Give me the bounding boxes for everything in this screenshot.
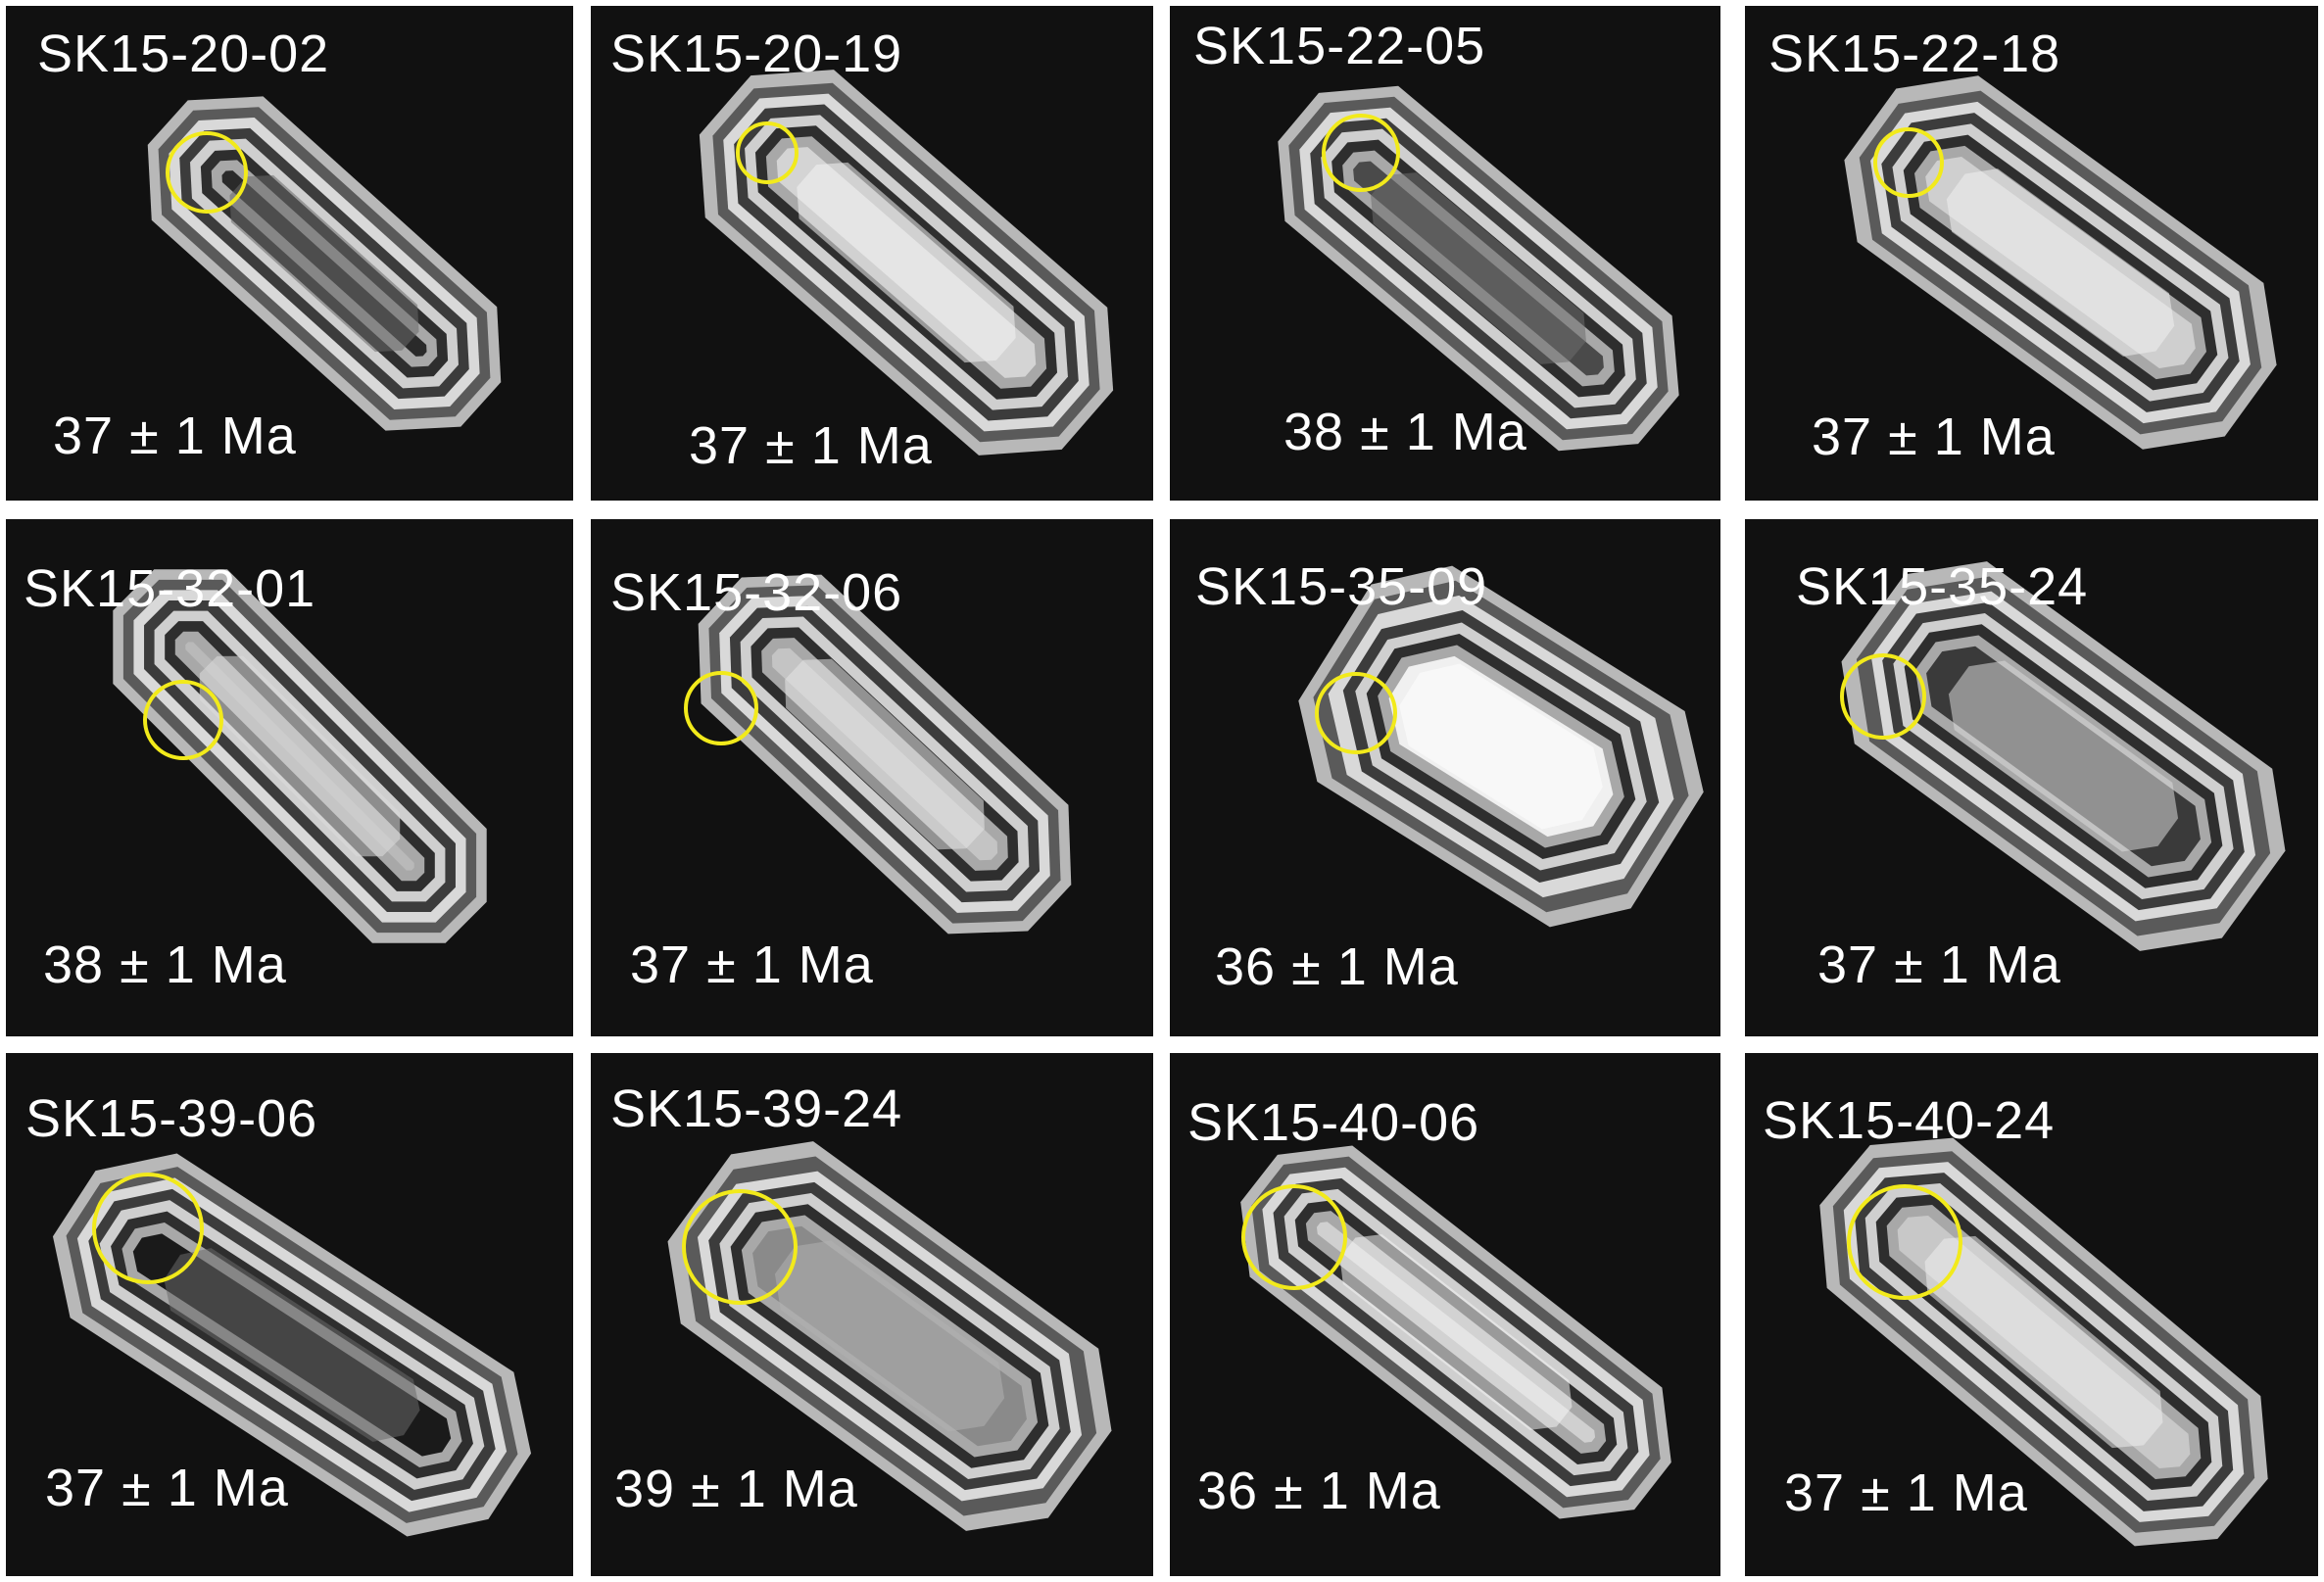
age-label: 38 ± 1 Ma xyxy=(1283,403,1527,461)
zircon-crystal xyxy=(1240,1145,1671,1519)
sample-label: SK15-22-18 xyxy=(1768,24,2061,83)
zircon-crystal-image xyxy=(52,1153,532,1537)
crystal-core xyxy=(1371,172,1586,364)
zircon-panel: SK15-40-24 37 ± 1 Ma xyxy=(1745,1053,2318,1576)
crystal-core xyxy=(785,658,985,850)
zircon-panel: SK15-35-24 37 ± 1 Ma xyxy=(1745,519,2318,1036)
zircon-panel: SK15-20-02 37 ± 1 Ma xyxy=(6,6,573,501)
zircon-panel: SK15-39-24 39 ± 1 Ma xyxy=(591,1053,1153,1576)
zircon-panel: SK15-22-18 37 ± 1 Ma xyxy=(1745,6,2318,501)
crystal-core xyxy=(1399,663,1603,830)
sample-label: SK15-35-24 xyxy=(1796,557,2089,616)
analysis-spot-circle xyxy=(1840,653,1926,740)
crystal-core xyxy=(1924,1235,2163,1449)
zircon-crystal xyxy=(1298,565,1704,928)
zircon-panel: SK15-20-19 37 ± 1 Ma xyxy=(591,6,1153,501)
sample-label: SK15-20-19 xyxy=(610,24,903,83)
sample-label: SK15-22-05 xyxy=(1193,17,1486,75)
crystal-core xyxy=(1948,660,2179,852)
age-label: 36 ± 1 Ma xyxy=(1215,937,1459,996)
crystal-core xyxy=(199,655,401,857)
analysis-spot-circle xyxy=(682,1189,798,1305)
zircon-crystal-image xyxy=(1819,1137,2268,1547)
crystal-core xyxy=(164,1248,420,1442)
zircon-crystal xyxy=(1844,75,2277,450)
zircon-crystal xyxy=(699,70,1114,455)
sample-label: SK15-39-06 xyxy=(25,1089,318,1148)
zircon-panel: SK15-35-09 36 ± 1 Ma xyxy=(1170,519,1720,1036)
zircon-panel: SK15-32-01 38 ± 1 Ma xyxy=(6,519,573,1036)
zircon-crystal xyxy=(1278,85,1679,452)
zircon-crystal-image xyxy=(1240,1145,1671,1519)
zircon-crystal xyxy=(1819,1137,2268,1547)
sample-label: SK15-35-09 xyxy=(1195,557,1488,616)
sample-label: SK15-32-01 xyxy=(24,559,316,618)
age-label: 37 ± 1 Ma xyxy=(1784,1463,2028,1522)
analysis-spot-circle xyxy=(1322,114,1400,192)
zircon-crystal xyxy=(52,1153,532,1537)
sample-label: SK15-39-24 xyxy=(610,1079,903,1138)
age-label: 37 ± 1 Ma xyxy=(630,935,874,994)
analysis-spot-circle xyxy=(1847,1184,1962,1300)
sample-label: SK15-40-06 xyxy=(1187,1093,1480,1152)
zircon-panel: SK15-32-06 37 ± 1 Ma xyxy=(591,519,1153,1036)
zircon-crystal-image xyxy=(147,96,502,431)
analysis-spot-circle xyxy=(1241,1184,1347,1290)
zircon-panel: SK15-39-06 37 ± 1 Ma xyxy=(6,1053,573,1576)
zircon-crystal-image xyxy=(113,569,487,943)
zircon-crystal-image xyxy=(667,1141,1112,1531)
sample-label: SK15-20-02 xyxy=(37,24,330,83)
crystal-core xyxy=(774,1240,1005,1432)
crystal-core xyxy=(1946,168,2175,357)
analysis-spot-circle xyxy=(684,671,758,745)
age-label: 37 ± 1 Ma xyxy=(1812,407,2056,466)
crystal-core xyxy=(797,162,1016,363)
zircon-crystal-image xyxy=(1278,85,1679,452)
zircon-panel: SK15-22-05 38 ± 1 Ma xyxy=(1170,6,1720,501)
zircon-panel: SK15-40-06 36 ± 1 Ma xyxy=(1170,1053,1720,1576)
crystal-core xyxy=(229,174,419,353)
age-label: 37 ± 1 Ma xyxy=(1817,935,2061,994)
crystal-core xyxy=(1339,1234,1573,1430)
age-label: 37 ± 1 Ma xyxy=(45,1459,289,1517)
analysis-spot-circle xyxy=(143,680,223,760)
zircon-crystal xyxy=(113,569,487,943)
analysis-spot-circle xyxy=(166,131,248,214)
sample-label: SK15-32-06 xyxy=(610,563,903,622)
zircon-crystal xyxy=(1841,561,2286,951)
age-label: 36 ± 1 Ma xyxy=(1197,1462,1441,1520)
zircon-crystal-image xyxy=(684,574,1072,935)
zircon-crystal xyxy=(147,96,502,431)
age-label: 39 ± 1 Ma xyxy=(614,1460,858,1518)
age-label: 37 ± 1 Ma xyxy=(53,407,297,465)
zircon-crystal-image xyxy=(1298,565,1704,928)
zircon-crystal-image xyxy=(699,70,1114,455)
zircon-crystal-image xyxy=(1844,75,2277,450)
zircon-crystal xyxy=(698,574,1072,935)
age-label: 37 ± 1 Ma xyxy=(689,416,933,475)
age-label: 38 ± 1 Ma xyxy=(43,935,287,994)
sample-label: SK15-40-24 xyxy=(1763,1091,2056,1150)
analysis-spot-circle xyxy=(1315,672,1397,754)
analysis-spot-circle xyxy=(736,121,799,184)
zircon-crystal-image xyxy=(1840,561,2286,951)
analysis-spot-circle xyxy=(1873,127,1944,198)
analysis-spot-circle xyxy=(92,1173,204,1284)
